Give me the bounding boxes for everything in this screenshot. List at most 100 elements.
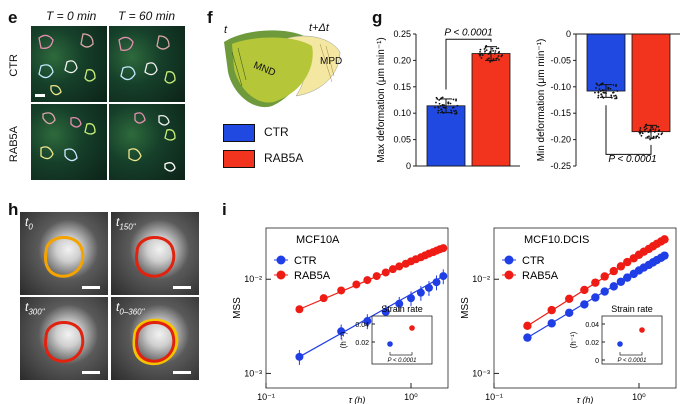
panel-label-g: g xyxy=(372,8,383,27)
data-point xyxy=(641,132,644,135)
legend-marker xyxy=(276,270,286,280)
data-point xyxy=(455,112,458,115)
legend-label: RAB5A xyxy=(294,270,331,282)
data-point xyxy=(437,111,440,114)
data-point xyxy=(657,133,660,135)
inset-frame xyxy=(601,315,663,365)
inset-y-label: (h⁻¹) xyxy=(339,331,348,348)
data-point xyxy=(435,96,438,99)
data-point-rab5a xyxy=(523,321,532,331)
data-point-rab5a xyxy=(337,286,346,295)
y-tick-label: 0.05 xyxy=(393,135,411,145)
data-point xyxy=(456,104,459,107)
cell-contours xyxy=(128,112,176,172)
data-point xyxy=(485,49,488,52)
data-point-rab5a xyxy=(395,262,404,271)
data-point xyxy=(481,54,484,57)
y-tick-label: 10⁻³ xyxy=(472,368,490,378)
scale-bar xyxy=(173,286,191,289)
legend-label: CTR xyxy=(522,255,545,267)
data-point xyxy=(450,109,453,112)
y-tick-label: 10⁻³ xyxy=(244,368,262,378)
data-point xyxy=(601,95,604,98)
data-point xyxy=(648,135,650,138)
data-point xyxy=(614,97,616,100)
data-point xyxy=(437,109,440,112)
data-point xyxy=(602,91,605,94)
data-point xyxy=(649,138,652,141)
inset-title: Strain rate xyxy=(381,304,423,314)
data-point-ctr xyxy=(395,299,404,308)
data-point-rab5a xyxy=(616,262,626,271)
data-point-ctr xyxy=(523,333,532,342)
inset-p-value: P < 0.0001 xyxy=(388,358,417,364)
data-point-rab5a xyxy=(352,280,361,289)
micrograph-rab5a-t0 xyxy=(31,104,107,180)
y-axis-title: Max deformation (μm min⁻¹) xyxy=(376,37,387,163)
contour xyxy=(135,321,176,363)
data-point xyxy=(492,57,495,60)
data-point xyxy=(449,102,452,105)
data-point-ctr xyxy=(591,293,600,302)
data-point xyxy=(646,136,649,138)
data-point xyxy=(615,85,617,88)
data-point xyxy=(609,87,612,90)
y-tick-label: 0.25 xyxy=(393,29,411,39)
cell-tile-3: t0–360" xyxy=(111,297,199,380)
inset-title: Strain rate xyxy=(611,304,653,314)
data-point xyxy=(598,84,601,87)
data-point xyxy=(480,57,483,59)
chart-title: MCF10.DCIS xyxy=(524,234,589,246)
data-point xyxy=(639,131,642,134)
tile-time-subscript: 0 xyxy=(28,222,33,232)
data-point xyxy=(615,97,618,100)
data-point-ctr xyxy=(424,283,433,292)
deformation-diagram xyxy=(224,30,341,108)
significance-bracket xyxy=(605,105,652,155)
data-point-ctr xyxy=(616,277,626,286)
data-point xyxy=(479,53,482,56)
tile-time-label: t150" xyxy=(116,215,136,231)
data-point xyxy=(615,83,617,86)
cell-outline xyxy=(135,236,176,278)
inset-point-ctr xyxy=(387,341,393,347)
x-tick-label: 10⁻¹ xyxy=(485,392,503,402)
tile-time-symbol: t xyxy=(25,215,29,229)
data-point xyxy=(455,99,457,102)
data-point xyxy=(654,128,657,131)
y-axis-title: MSS xyxy=(460,297,471,319)
data-point-rab5a xyxy=(439,244,448,253)
data-point xyxy=(652,135,655,138)
data-point xyxy=(656,135,659,138)
data-point xyxy=(438,102,441,105)
data-point xyxy=(498,58,500,61)
data-point xyxy=(600,93,603,96)
cell-outline xyxy=(44,236,85,278)
label-t-dt: t+Δt xyxy=(309,22,329,34)
legend-label: RAB5A xyxy=(522,270,559,282)
data-point xyxy=(435,101,437,104)
inset-p-value: P < 0.0001 xyxy=(618,358,647,364)
p-value: P < 0.0001 xyxy=(444,28,492,39)
inset-point-rab5a xyxy=(639,327,645,333)
data-point xyxy=(612,84,615,86)
data-point-ctr xyxy=(580,300,589,309)
micrograph-ctr-t0 xyxy=(31,26,107,102)
inset-point-rab5a xyxy=(409,325,415,331)
tile-time-symbol: t xyxy=(25,300,29,314)
data-point xyxy=(493,52,496,55)
legend-marker xyxy=(504,270,514,280)
data-point-ctr xyxy=(295,352,304,361)
data-point xyxy=(599,90,602,92)
y-tick-label: 0 xyxy=(406,161,411,171)
data-point-ctr xyxy=(381,307,390,316)
x-tick-label: 10⁰ xyxy=(632,392,646,402)
tile-time-label: t0–360" xyxy=(116,300,144,316)
data-point xyxy=(643,130,646,133)
data-point-rab5a xyxy=(564,294,574,303)
data-point xyxy=(438,99,441,101)
legend-label-ctr: CTR xyxy=(264,125,289,139)
inset-tick-label: 0.02 xyxy=(355,340,369,347)
data-point xyxy=(613,95,615,97)
